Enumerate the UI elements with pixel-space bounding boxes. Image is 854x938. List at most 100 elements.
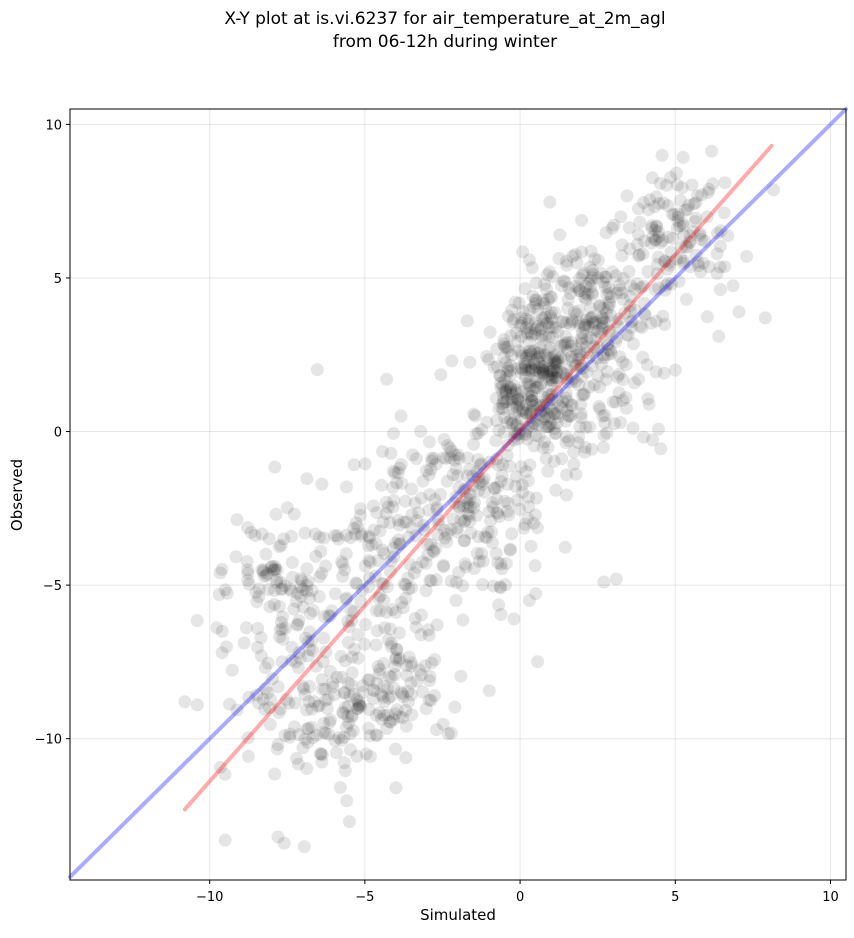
- scatter-point: [633, 319, 647, 333]
- scatter-point: [670, 221, 684, 235]
- scatter-point: [664, 245, 678, 259]
- scatter-point: [428, 493, 442, 507]
- scatter-point: [321, 692, 335, 706]
- scatter-point: [239, 621, 253, 635]
- scatter-point: [537, 360, 551, 374]
- scatter-point: [452, 500, 466, 514]
- scatter-point: [520, 325, 534, 339]
- scatter-point: [270, 563, 284, 577]
- y-axis-label: Observed: [8, 459, 26, 531]
- scatter-point: [575, 213, 589, 227]
- scatter-point: [392, 533, 406, 547]
- scatter-point: [539, 329, 552, 343]
- scatter-point: [271, 680, 285, 694]
- scatter-point: [402, 650, 416, 664]
- scatter-point: [616, 373, 630, 387]
- scatter-point: [285, 556, 299, 569]
- scatter-point: [525, 419, 539, 433]
- scatter-point: [457, 515, 471, 529]
- scatter-point: [573, 272, 587, 286]
- scatter-point: [740, 249, 754, 263]
- scatter-point: [464, 526, 478, 540]
- scatter-point: [559, 391, 573, 405]
- x-tick-label: 10: [822, 890, 839, 905]
- scatter-point: [241, 573, 255, 587]
- scatter-point: [676, 216, 690, 230]
- scatter-point: [542, 330, 556, 344]
- scatter-point: [396, 601, 410, 615]
- scatter-point: [512, 404, 526, 418]
- scatter-point: [389, 651, 403, 665]
- scatter-point: [358, 559, 372, 573]
- scatter-point: [347, 687, 361, 701]
- scatter-point: [600, 365, 614, 379]
- scatter-point: [509, 383, 523, 397]
- scatter-point: [545, 364, 559, 378]
- scatter-point: [356, 679, 370, 693]
- scatter-point: [290, 751, 304, 765]
- scatter-point: [573, 420, 587, 434]
- scatter-point: [574, 398, 588, 412]
- scatter-point: [501, 361, 515, 375]
- scatter-point: [392, 653, 406, 667]
- scatter-point: [580, 346, 594, 360]
- scatter-point: [399, 703, 413, 717]
- scatter-point: [625, 314, 639, 328]
- y-tick-label: 5: [54, 272, 62, 287]
- scatter-point: [594, 266, 608, 280]
- scatter-point: [457, 534, 471, 548]
- scatter-point: [371, 554, 385, 568]
- scatter-point: [312, 590, 326, 603]
- scatter-point: [589, 332, 603, 346]
- scatter-point: [564, 409, 578, 423]
- scatter-point: [255, 563, 269, 577]
- scatter-point: [440, 535, 454, 549]
- scatter-point: [480, 349, 494, 363]
- scatter-point: [268, 584, 282, 597]
- scatter-point: [527, 439, 541, 453]
- scatter-point: [279, 693, 293, 706]
- scatter-point: [530, 521, 544, 535]
- scatter-point: [621, 328, 635, 342]
- scatter-point: [482, 505, 496, 519]
- scatter-point: [315, 748, 329, 762]
- scatter-point: [404, 688, 418, 702]
- scatter-point: [598, 416, 612, 430]
- scatter-point: [631, 238, 644, 251]
- scatter-point: [355, 529, 369, 543]
- scatter-point: [423, 670, 437, 683]
- scatter-point: [537, 365, 551, 379]
- scatter-point: [558, 540, 572, 554]
- scatter-point: [499, 383, 513, 397]
- scatter-point: [496, 402, 510, 416]
- scatter-point: [507, 312, 521, 326]
- scatter-point: [523, 458, 537, 472]
- scatter-point: [420, 464, 433, 478]
- scatter-point: [683, 236, 697, 250]
- scatter-point: [262, 582, 275, 596]
- scatter-point: [515, 346, 529, 359]
- scatter-point: [298, 732, 312, 746]
- scatter-point: [562, 434, 576, 448]
- scatter-point: [323, 609, 337, 623]
- scatter-point: [481, 525, 495, 539]
- scatter-point: [362, 571, 376, 585]
- scatter-point: [518, 360, 532, 373]
- scatter-point: [567, 305, 581, 319]
- scatter-point: [614, 210, 628, 224]
- scatter-point: [285, 653, 299, 667]
- scatter-point: [659, 279, 673, 292]
- scatter-point: [575, 331, 589, 345]
- scatter-point: [497, 351, 511, 365]
- scatter-point: [410, 560, 424, 574]
- scatter-point: [323, 664, 337, 678]
- scatter-point: [306, 604, 320, 618]
- scatter-point: [296, 583, 310, 597]
- scatter-point: [552, 252, 566, 265]
- scatter-point: [575, 268, 589, 282]
- scatter-point: [404, 520, 418, 534]
- scatter-point: [622, 265, 636, 278]
- scatter-point: [372, 667, 386, 681]
- scatter-point: [342, 620, 356, 634]
- scatter-point: [504, 384, 518, 398]
